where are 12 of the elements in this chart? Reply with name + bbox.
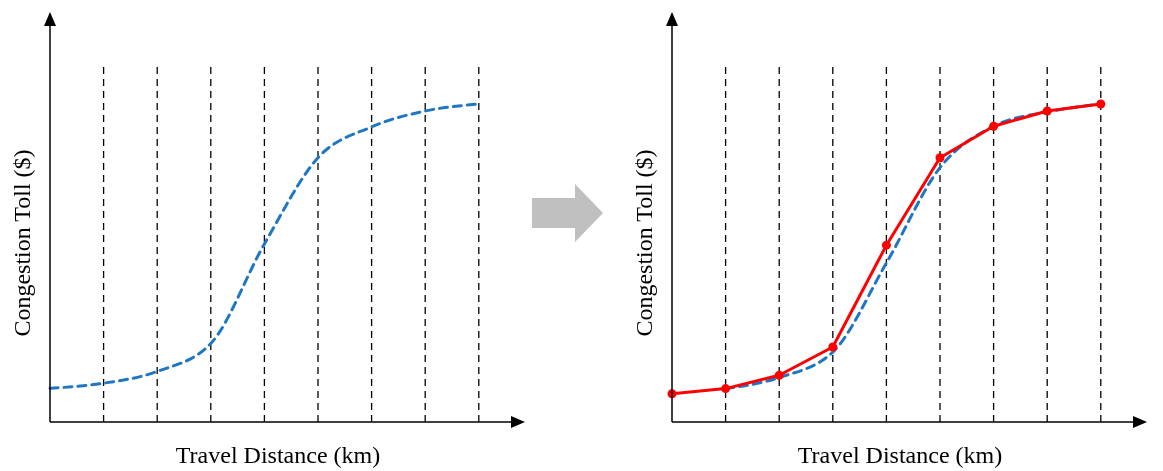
point xyxy=(1096,99,1106,109)
y-axis-title: Congestion Toll ($) xyxy=(9,149,35,337)
point xyxy=(721,384,731,394)
point xyxy=(989,121,999,131)
x-axis-title: Travel Distance (km) xyxy=(175,442,381,468)
y-axis-title: Congestion Toll ($) xyxy=(631,149,657,337)
point xyxy=(774,370,784,380)
point xyxy=(828,342,838,352)
x-axis-title: Travel Distance (km) xyxy=(797,442,1003,468)
point xyxy=(935,153,945,163)
point xyxy=(881,240,891,250)
point xyxy=(1042,106,1052,116)
